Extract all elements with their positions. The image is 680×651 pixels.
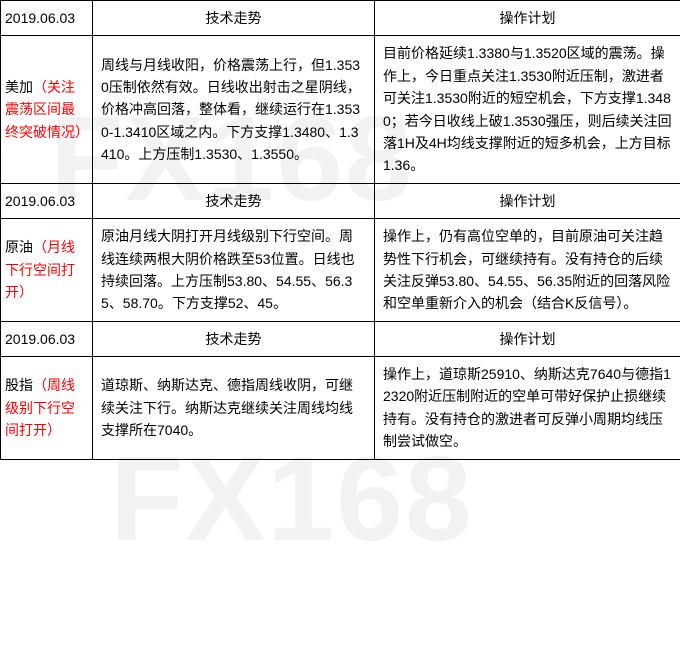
trend-header: 技术走势	[93, 183, 375, 218]
label-main: 原油	[5, 239, 33, 255]
instrument-label: 股指（周线级别下行空间打开）	[1, 357, 93, 460]
label-main: 股指	[5, 377, 33, 393]
date-cell: 2019.06.03	[1, 1, 93, 36]
date-cell: 2019.06.03	[1, 183, 93, 218]
table-row: 2019.06.03 技术走势 操作计划	[1, 1, 680, 36]
plan-cell: 操作上，道琼斯25910、纳斯达克7640与德指12320附近压制附近的空单可带…	[375, 357, 680, 460]
table-row: 2019.06.03 技术走势 操作计划	[1, 321, 680, 356]
plan-cell: 目前价格延续1.3380与1.3520区域的震荡。操作上，今日重点关注1.353…	[375, 36, 680, 183]
table-row: 美加（关注震荡区间最终突破情况） 周线与月线收阳，价格震荡上行，但1.3530压…	[1, 36, 680, 183]
instrument-label: 美加（关注震荡区间最终突破情况）	[1, 36, 93, 183]
trend-cell: 原油月线大阴打开月线级别下行空间。周线连续两根大阴价格跌至53位置。日线也持续回…	[93, 219, 375, 322]
plan-cell: 操作上，仍有高位空单的，目前原油可关注趋势性下行机会，可继续持有。没有持仓的后续…	[375, 219, 680, 322]
trend-cell: 周线与月线收阳，价格震荡上行，但1.3530压制依然有效。日线收出射击之星阴线，…	[93, 36, 375, 183]
plan-header: 操作计划	[375, 321, 680, 356]
label-main: 美加	[5, 79, 33, 95]
table-row: 股指（周线级别下行空间打开） 道琼斯、纳斯达克、德指周线收阴，可继续关注下行。纳…	[1, 357, 680, 460]
date-cell: 2019.06.03	[1, 321, 93, 356]
plan-header: 操作计划	[375, 1, 680, 36]
trend-header: 技术走势	[93, 1, 375, 36]
plan-header: 操作计划	[375, 183, 680, 218]
trend-header: 技术走势	[93, 321, 375, 356]
trend-cell: 道琼斯、纳斯达克、德指周线收阴，可继续关注下行。纳斯达克继续关注周线均线支撑所在…	[93, 357, 375, 460]
analysis-table: 2019.06.03 技术走势 操作计划 美加（关注震荡区间最终突破情况） 周线…	[0, 0, 680, 460]
table-row: 原油（月线下行空间打开） 原油月线大阴打开月线级别下行空间。周线连续两根大阴价格…	[1, 219, 680, 322]
instrument-label: 原油（月线下行空间打开）	[1, 219, 93, 322]
table-row: 2019.06.03 技术走势 操作计划	[1, 183, 680, 218]
